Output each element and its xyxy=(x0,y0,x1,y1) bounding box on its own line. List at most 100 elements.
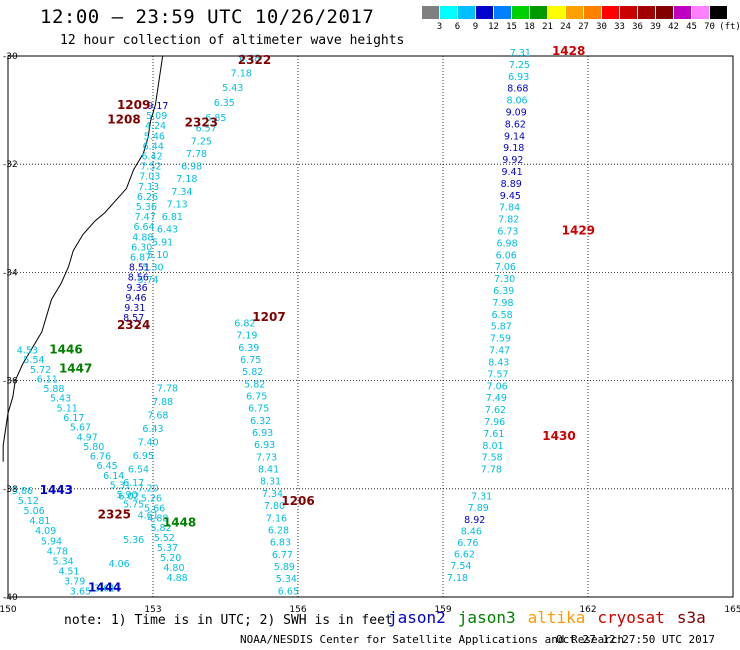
pass-time-label: 2322 xyxy=(238,53,271,67)
wave-height-value: 6.75 xyxy=(246,392,267,403)
wave-height-value: 4.78 xyxy=(47,546,68,557)
pass-time-label: 1206 xyxy=(281,494,314,508)
wave-height-value: 6.93 xyxy=(508,72,529,83)
wave-height-value: 9.46 xyxy=(125,293,146,304)
wave-height-value: 4.53 xyxy=(17,346,38,357)
wave-height-value: 6.06 xyxy=(496,250,517,261)
wave-height-value: 7.13 xyxy=(167,199,188,210)
wave-height-value: 6.81 xyxy=(162,212,183,223)
wave-height-value: 6.43 xyxy=(142,424,163,435)
wave-height-value: 8.06 xyxy=(506,96,527,107)
wave-height-value: 7.19 xyxy=(236,331,257,342)
wave-height-value: 6.43 xyxy=(157,225,178,236)
wave-height-value: 5.26 xyxy=(141,493,162,504)
wave-height-value: 5.34 xyxy=(53,556,74,567)
wave-height-value: 5.91 xyxy=(152,237,173,248)
lon-tick-label: 162 xyxy=(579,605,596,615)
wave-height-value: 6.39 xyxy=(493,286,514,297)
wave-height-value: 7.18 xyxy=(447,573,468,584)
wave-height-value: 8.68 xyxy=(507,84,528,95)
lat-tick-label: -36 xyxy=(3,377,18,387)
wave-height-value: 8.43 xyxy=(488,357,509,368)
wave-height-value: 7.40 xyxy=(138,438,159,449)
wave-height-value: 6.85 xyxy=(205,113,226,124)
legend-label: 21 xyxy=(542,22,553,32)
wave-height-value: 5.90 xyxy=(116,490,137,501)
wave-height-value: 7.52 xyxy=(140,162,161,173)
wave-height-value: 6.58 xyxy=(492,310,513,321)
wave-height-value: 7.96 xyxy=(484,417,505,428)
wave-height-value: 6.28 xyxy=(268,525,289,536)
wave-height-value: 7.78 xyxy=(157,383,178,394)
pass-time-label: 2324 xyxy=(117,318,150,332)
wave-height-value: 7.25 xyxy=(509,60,530,71)
wave-height-value: 7.73 xyxy=(256,452,277,463)
wave-height-value: 4.88 xyxy=(132,232,153,243)
legend-swatch xyxy=(710,6,727,19)
wave-height-value: 8.56 xyxy=(128,273,149,284)
wave-height-value: 8.46 xyxy=(461,526,482,537)
wave-height-value: 7.31 xyxy=(471,492,492,503)
wave-height-value: 9.17 xyxy=(147,101,168,112)
lon-tick-label: 165 xyxy=(724,605,740,615)
wave-height-value: 5.36 xyxy=(123,535,144,546)
wave-height-value: 5.80 xyxy=(83,442,104,453)
wave-height-value: 8.31 xyxy=(260,477,281,488)
legend-swatch xyxy=(656,6,673,19)
wave-height-value: 5.34 xyxy=(276,574,297,585)
lat-tick-label: -34 xyxy=(3,268,18,278)
wave-height-value: 6.76 xyxy=(457,538,478,549)
legend-swatch xyxy=(458,6,475,19)
wave-height-value: 4.06 xyxy=(109,559,130,570)
wave-height-value: 6.64 xyxy=(133,222,154,233)
wave-height-value: 5.43 xyxy=(50,394,71,405)
pass-time-label: 1208 xyxy=(107,113,140,127)
wave-height-value: 6.11 xyxy=(37,374,58,385)
legend-swatch xyxy=(440,6,457,19)
pass-time-label: 1207 xyxy=(252,310,285,324)
wave-height-value: 7.82 xyxy=(498,215,519,226)
wave-height-value: 6.17 xyxy=(123,478,144,489)
wave-height-value: 7.84 xyxy=(499,203,520,214)
lon-tick-label: 153 xyxy=(144,605,161,615)
wave-height-value: 6.87 xyxy=(130,252,151,263)
wave-height-value: 4.88 xyxy=(147,513,168,524)
wave-height-value: 7.54 xyxy=(450,561,471,572)
wave-height-value: 5.37 xyxy=(157,543,178,554)
wave-height-value: 7.20 xyxy=(138,484,159,495)
wave-height-value: 7.59 xyxy=(490,334,511,345)
wave-height-value: 7.68 xyxy=(147,410,168,421)
pass-time-label: 1429 xyxy=(562,224,595,238)
wave-height-value: 6.42 xyxy=(142,152,163,163)
chart-subtitle: 12 hour collection of altimeter wave hei… xyxy=(60,33,405,48)
wave-height-value: 6.62 xyxy=(454,550,475,561)
wave-height-value: 6.75 xyxy=(240,355,261,366)
lon-tick-label: 150 xyxy=(0,605,17,615)
wave-height-value: 5.36 xyxy=(136,202,157,213)
wave-height-value: 7.62 xyxy=(485,405,506,416)
legend-swatch xyxy=(674,6,691,19)
lat-tick-label: -32 xyxy=(3,160,18,170)
legend-label: 9 xyxy=(472,22,479,32)
wave-height-value: 5.06 xyxy=(24,506,45,517)
wave-height-value: 9.45 xyxy=(500,191,521,202)
satellite-s3a: s3a xyxy=(676,608,706,627)
wave-height-value: 8.01 xyxy=(482,441,503,452)
wave-height-value: 6.17 xyxy=(63,413,84,424)
wave-height-value: 4.88 xyxy=(167,573,188,584)
wave-height-value: 3.79 xyxy=(64,576,85,587)
wave-height-value: 6.93 xyxy=(254,440,275,451)
wave-height-value: 7.61 xyxy=(483,429,504,440)
wave-height-value: 5.09 xyxy=(146,111,167,122)
wave-height-value: 6.48 xyxy=(239,53,260,64)
pass-time-label: 1447 xyxy=(59,361,92,375)
wave-height-value: 6.95 xyxy=(133,451,154,462)
wave-height-value: 7.49 xyxy=(486,393,507,404)
wave-height-value: 4.51 xyxy=(58,566,79,577)
wave-height-value: 5.86 xyxy=(12,486,33,497)
legend-label: 12 xyxy=(488,22,499,32)
map-frame xyxy=(7,55,734,598)
pass-time-label: 1430 xyxy=(542,429,575,443)
wave-height-value: 6.76 xyxy=(90,452,111,463)
